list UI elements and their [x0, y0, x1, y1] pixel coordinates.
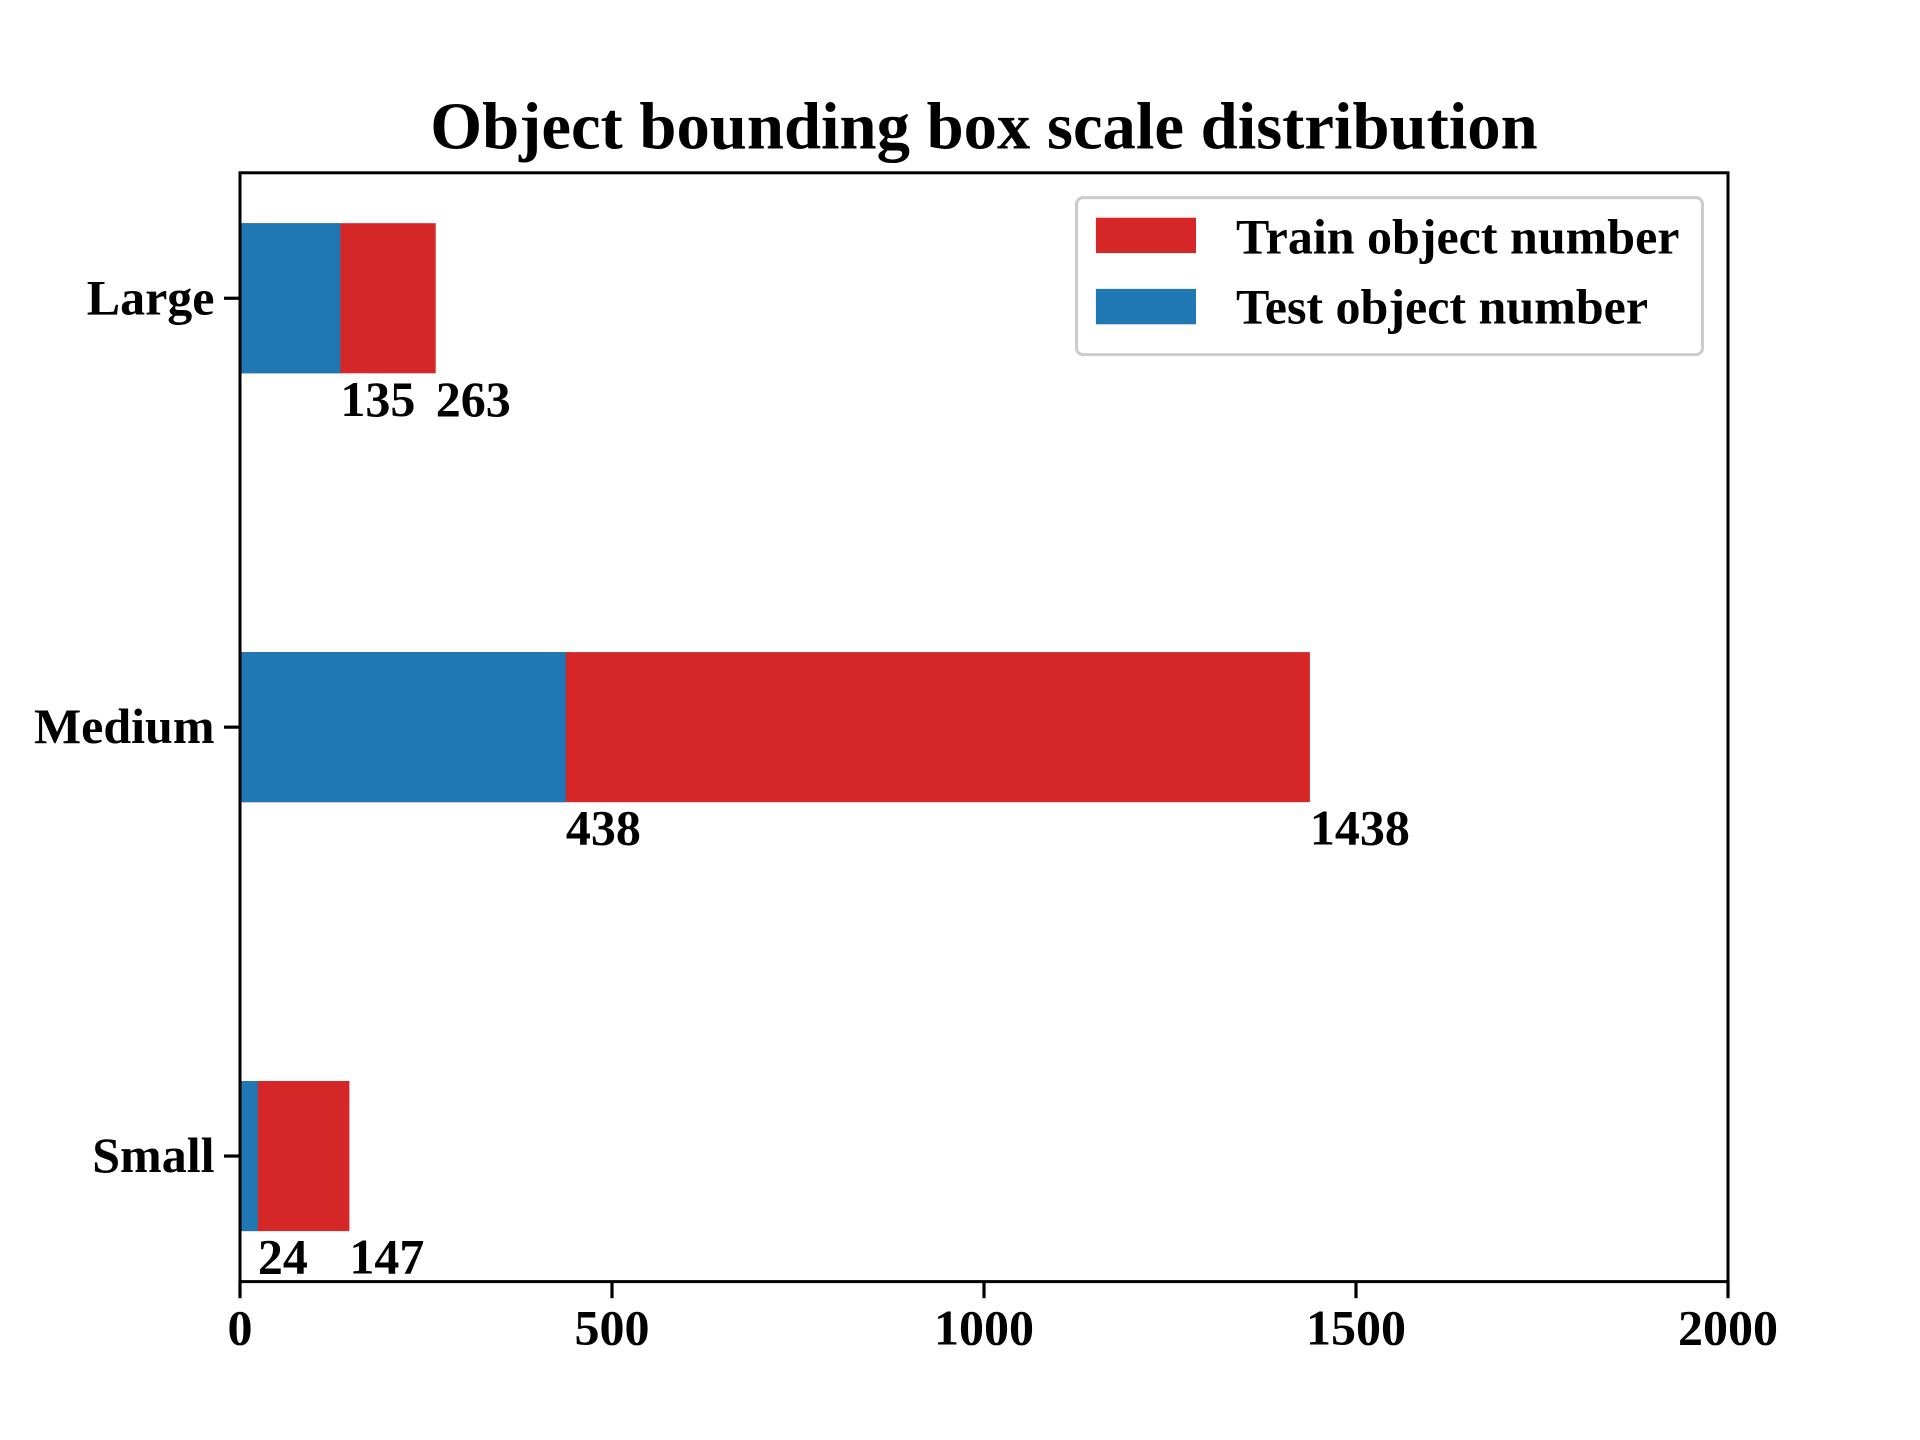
svg-text:2000: 2000	[1678, 1300, 1778, 1356]
svg-text:Large: Large	[87, 269, 215, 325]
svg-text:1438: 1438	[1310, 800, 1410, 856]
svg-text:500: 500	[575, 1300, 650, 1356]
svg-text:Train object number: Train object number	[1236, 208, 1679, 264]
svg-text:1500: 1500	[1306, 1300, 1406, 1356]
svg-text:Object bounding box scale dist: Object bounding box scale distribution	[430, 91, 1537, 164]
svg-text:1000: 1000	[934, 1300, 1034, 1356]
svg-text:438: 438	[566, 800, 641, 856]
svg-text:Small: Small	[92, 1127, 214, 1183]
svg-text:Test object number: Test object number	[1236, 279, 1648, 335]
svg-text:147: 147	[349, 1229, 424, 1285]
svg-text:Medium: Medium	[34, 698, 215, 754]
svg-text:263: 263	[436, 371, 511, 427]
svg-text:0: 0	[228, 1300, 253, 1356]
svg-text:135: 135	[340, 371, 415, 427]
svg-text:24: 24	[258, 1229, 308, 1285]
